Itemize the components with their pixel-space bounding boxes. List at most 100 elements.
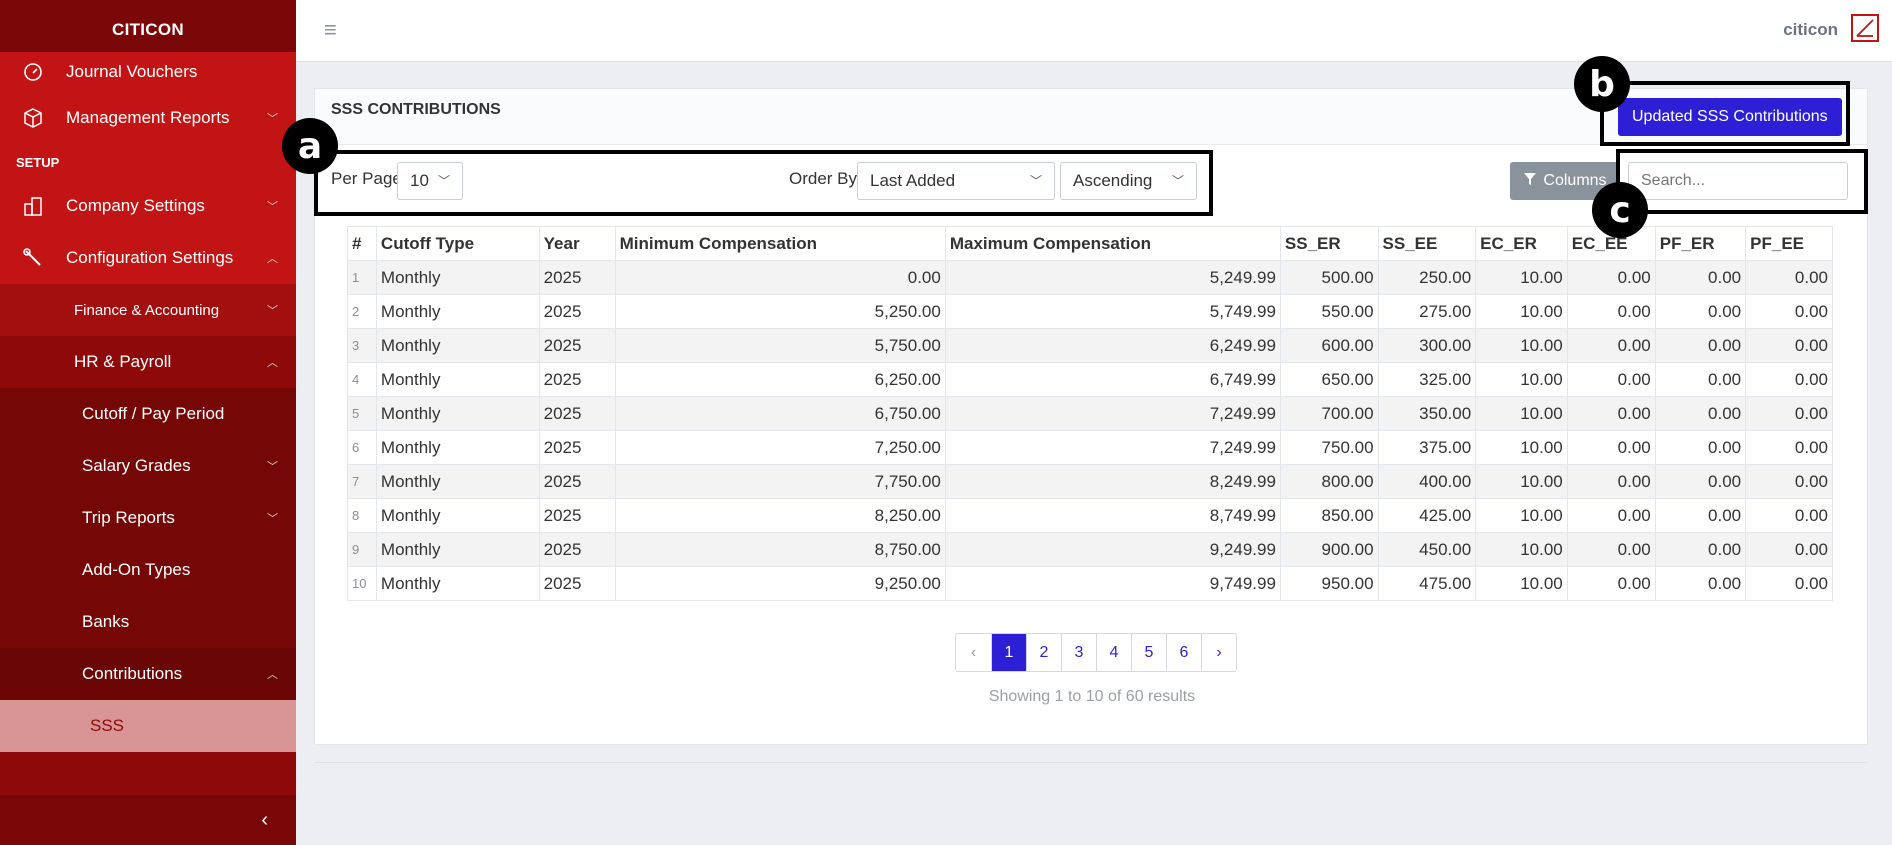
sidebar-item-add-on-types[interactable]: Add-On Types: [0, 544, 296, 596]
column-header[interactable]: SS_ER: [1279, 226, 1379, 261]
table-cell: 2025: [538, 532, 616, 567]
table-row[interactable]: 3 Monthly 2025 5,750.00 6,249.99 600.00 300.00…: [347, 328, 1833, 363]
sidebar-item-hr-payroll[interactable]: HR & Payroll ︿: [0, 336, 296, 388]
table-cell: Monthly: [375, 430, 540, 465]
table-row[interactable]: 6 Monthly 2025 7,250.00 7,249.99 750.00 375.00…: [347, 430, 1833, 465]
order-by-select[interactable]: Last Added ﹀: [857, 162, 1055, 200]
search-input[interactable]: [1628, 162, 1848, 200]
sidebar-item-label: Contributions: [82, 664, 183, 683]
table-cell: 10.00: [1475, 260, 1568, 295]
pagination-prev[interactable]: ‹: [970, 643, 977, 661]
annotation-box-a: [314, 150, 1213, 216]
avatar[interactable]: [1851, 14, 1879, 42]
chevron-left-icon: ‹: [261, 808, 268, 831]
table-row[interactable]: 10 Monthly 2025 9,250.00 9,749.99 950.00 475.0…: [347, 566, 1833, 601]
page-title: SSS CONTRIBUTIONS: [331, 101, 501, 118]
table-cell: 0.00: [1566, 464, 1656, 499]
table-cell: 0.00: [1654, 294, 1747, 329]
chevron-down-icon: ﹀: [267, 513, 278, 525]
table-cell: 5: [347, 396, 377, 431]
table-row[interactable]: 9 Monthly 2025 8,750.00 9,249.99 900.00 450.00…: [347, 532, 1833, 567]
table-cell: 10: [347, 566, 377, 601]
table-cell: 0.00: [1566, 396, 1656, 431]
annotation-box-c: [1616, 149, 1868, 214]
annotation-label-a: a: [282, 118, 338, 174]
table-cell: 6,249.99: [944, 328, 1281, 363]
chevron-down-icon: ﹀: [1029, 174, 1042, 188]
sidebar-item-label: Configuration Settings: [66, 248, 234, 267]
column-header[interactable]: #: [347, 226, 377, 261]
pagination-next[interactable]: ›: [1201, 634, 1236, 671]
sidebar-item-contributions[interactable]: Contributions ︿: [0, 648, 296, 700]
sidebar-item-management-reports[interactable]: Management Reports ﹀: [0, 92, 296, 144]
table-cell: 0.00: [1566, 328, 1656, 363]
table-row[interactable]: 7 Monthly 2025 7,750.00 8,249.99 800.00 400.00…: [347, 464, 1833, 499]
pagination-page[interactable]: 2: [1026, 634, 1061, 671]
sidebar-item-journal-vouchers[interactable]: Journal Vouchers: [0, 52, 296, 92]
sidebar-item-banks[interactable]: Banks: [0, 596, 296, 648]
sidebar-item-trip-reports[interactable]: Trip Reports ﹀: [0, 492, 296, 544]
column-header[interactable]: Year: [538, 226, 616, 261]
table-cell: 0.00: [1745, 260, 1833, 295]
update-sss-contributions-button[interactable]: Updated SSS Contributions: [1618, 98, 1842, 136]
pagination-page[interactable]: 6: [1166, 634, 1201, 671]
chevron-down-icon: ﹀: [267, 201, 278, 213]
column-header[interactable]: SS_EE: [1377, 226, 1477, 261]
sort-direction-select[interactable]: Ascending ﹀: [1060, 162, 1197, 200]
sidebar-item-cutoff-pay-period[interactable]: Cutoff / Pay Period: [0, 388, 296, 440]
column-header[interactable]: EC_ER: [1475, 226, 1568, 261]
table-cell: 10.00: [1475, 294, 1568, 329]
column-header[interactable]: PF_ER: [1654, 226, 1747, 261]
table-cell: 5,250.00: [614, 294, 946, 329]
table-row[interactable]: 4 Monthly 2025 6,250.00 6,749.99 650.00 325.00…: [347, 362, 1833, 397]
table-cell: 450.00: [1377, 532, 1477, 567]
table-cell: 6,750.00: [614, 396, 946, 431]
user-name[interactable]: citicon: [1783, 20, 1838, 39]
table-row[interactable]: 1 Monthly 2025 0.00 5,249.99 500.00 250.00 10.0…: [347, 260, 1833, 295]
column-header[interactable]: Maximum Compensation: [944, 226, 1281, 261]
sidebar-item-salary-grades[interactable]: Salary Grades ﹀: [0, 440, 296, 492]
chevron-down-icon: ﹀: [267, 305, 278, 317]
table-cell: Monthly: [375, 328, 540, 363]
table-cell: 5,749.99: [944, 294, 1281, 329]
table-row[interactable]: 8 Monthly 2025 8,250.00 8,749.99 850.00 425.00…: [347, 498, 1833, 533]
pagination-page[interactable]: 1: [991, 634, 1026, 671]
table-cell: 10.00: [1475, 396, 1568, 431]
hamburger-menu-icon[interactable]: ≡: [324, 17, 337, 42]
chevron-up-icon: ︿: [267, 357, 278, 369]
brand-logo: CITICON: [0, 0, 296, 60]
table-row[interactable]: 2 Monthly 2025 5,250.00 5,749.99 550.00 275.00…: [347, 294, 1833, 329]
column-header[interactable]: Minimum Compensation: [614, 226, 946, 261]
table-cell: 7,249.99: [944, 396, 1281, 431]
pagination-page[interactable]: 4: [1096, 634, 1131, 671]
per-page-select[interactable]: 10 ﹀: [397, 162, 463, 200]
column-header[interactable]: PF_EE: [1745, 226, 1833, 261]
table-cell: 8,749.99: [944, 498, 1281, 533]
table-cell: 0.00: [1745, 328, 1833, 363]
table-cell: 2025: [538, 260, 616, 295]
table-cell: 8,750.00: [614, 532, 946, 567]
pagination-page[interactable]: 3: [1061, 634, 1096, 671]
sidebar-item-finance-accounting[interactable]: Finance & Accounting ﹀: [0, 284, 296, 336]
sidebar-collapse-button[interactable]: ‹: [0, 795, 296, 845]
column-header[interactable]: Cutoff Type: [375, 226, 540, 261]
chevron-down-icon: ﹀: [267, 461, 278, 473]
pagination-page[interactable]: 5: [1131, 634, 1166, 671]
chevron-up-icon: ︿: [267, 253, 278, 265]
chevron-up-icon: ︿: [267, 669, 278, 681]
columns-button-label: Columns: [1543, 172, 1607, 189]
sidebar-item-configuration-settings[interactable]: Configuration Settings ︿: [0, 232, 296, 284]
annotation-label-c: c: [1592, 182, 1648, 238]
table-cell: 0.00: [1745, 532, 1833, 567]
sidebar-section-setup: SETUP: [0, 144, 296, 180]
sidebar-item-label: Company Settings: [66, 196, 205, 215]
table-cell: 375.00: [1377, 430, 1477, 465]
table-cell: 9,249.99: [944, 532, 1281, 567]
table-row[interactable]: 5 Monthly 2025 6,750.00 7,249.99 700.00 350.00…: [347, 396, 1833, 431]
table-cell: 2025: [538, 498, 616, 533]
table-cell: 10.00: [1475, 464, 1568, 499]
sidebar-item-company-settings[interactable]: Company Settings ﹀: [0, 180, 296, 232]
table-cell: 950.00: [1279, 566, 1379, 601]
sidebar-item-label: SSS: [90, 716, 125, 735]
sidebar-item-sss[interactable]: SSS: [0, 700, 296, 752]
